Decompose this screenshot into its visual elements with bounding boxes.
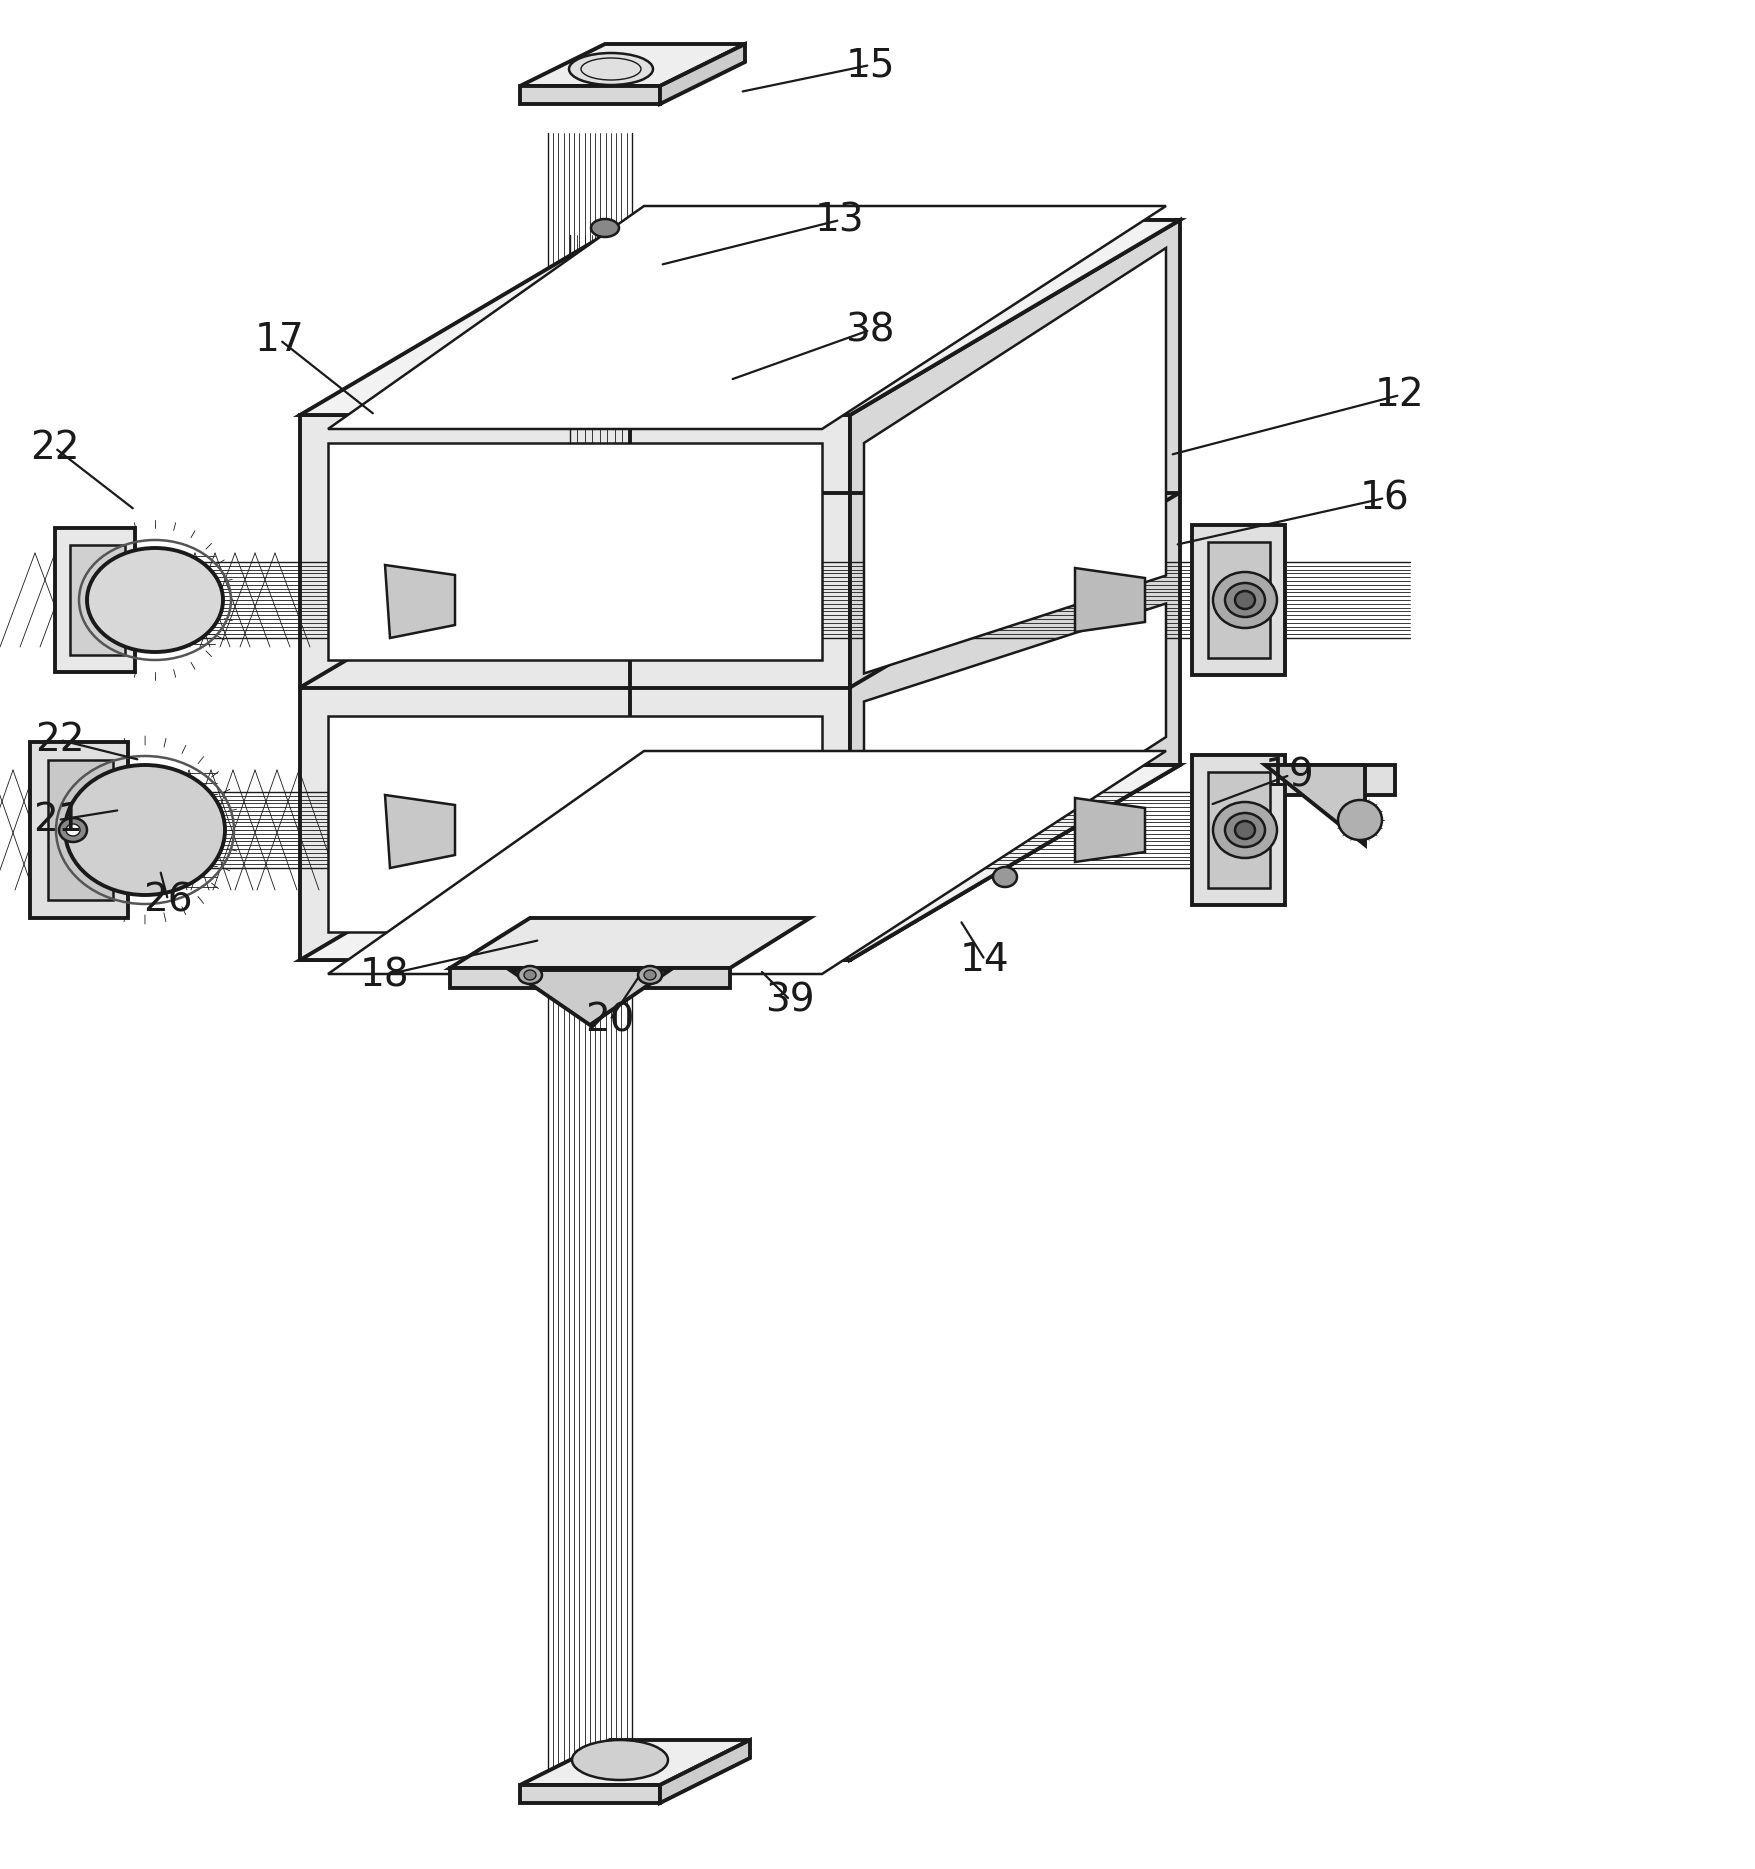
Ellipse shape [1225, 583, 1265, 617]
Ellipse shape [993, 867, 1016, 888]
Bar [1207, 772, 1271, 888]
Ellipse shape [88, 548, 223, 652]
Text: 14: 14 [960, 940, 1009, 979]
Text: 21: 21 [33, 802, 82, 839]
Text: 15: 15 [846, 47, 895, 84]
Polygon shape [519, 86, 660, 105]
Polygon shape [511, 970, 670, 1024]
Polygon shape [1076, 798, 1144, 862]
Ellipse shape [569, 52, 653, 84]
Polygon shape [660, 45, 746, 105]
Polygon shape [328, 716, 821, 933]
Text: 18: 18 [360, 957, 411, 994]
Polygon shape [384, 794, 455, 867]
Polygon shape [449, 918, 811, 968]
Polygon shape [863, 249, 1165, 673]
Text: 26: 26 [144, 880, 193, 920]
Ellipse shape [639, 966, 662, 983]
Polygon shape [328, 443, 821, 660]
Polygon shape [519, 45, 746, 86]
Text: 17: 17 [254, 321, 305, 359]
Ellipse shape [1337, 800, 1381, 839]
Ellipse shape [591, 219, 620, 237]
Polygon shape [328, 206, 1165, 430]
Text: 13: 13 [814, 202, 865, 239]
Polygon shape [1192, 755, 1285, 905]
Polygon shape [54, 529, 135, 673]
Ellipse shape [518, 966, 542, 983]
Polygon shape [328, 751, 1165, 974]
Polygon shape [849, 221, 1179, 961]
Text: 19: 19 [1265, 755, 1314, 794]
Ellipse shape [525, 970, 535, 979]
Polygon shape [1265, 764, 1365, 845]
Bar [1207, 542, 1271, 658]
Bar [70, 546, 125, 654]
Polygon shape [1076, 568, 1144, 632]
Ellipse shape [67, 824, 81, 835]
Polygon shape [384, 564, 455, 637]
Ellipse shape [1236, 591, 1255, 609]
Text: 12: 12 [1376, 376, 1425, 415]
Polygon shape [519, 1785, 660, 1804]
Polygon shape [449, 968, 730, 989]
Text: 16: 16 [1360, 478, 1409, 518]
Polygon shape [1192, 525, 1285, 675]
Text: 38: 38 [846, 310, 895, 350]
Polygon shape [300, 221, 1179, 415]
Polygon shape [1195, 764, 1395, 794]
Polygon shape [660, 1740, 749, 1804]
Polygon shape [863, 604, 1165, 933]
Polygon shape [300, 415, 849, 961]
Ellipse shape [1213, 572, 1278, 628]
Ellipse shape [1236, 820, 1255, 839]
Text: 22: 22 [35, 721, 84, 759]
Polygon shape [519, 1740, 749, 1785]
Ellipse shape [65, 764, 225, 895]
Ellipse shape [1225, 813, 1265, 847]
Polygon shape [30, 742, 128, 918]
Text: 39: 39 [765, 981, 814, 1019]
Text: 22: 22 [30, 430, 79, 467]
Ellipse shape [644, 970, 656, 979]
Ellipse shape [1213, 802, 1278, 858]
Ellipse shape [572, 1740, 669, 1779]
Text: 20: 20 [584, 1002, 635, 1039]
Bar [47, 761, 112, 901]
Ellipse shape [60, 819, 88, 843]
Polygon shape [300, 764, 1179, 961]
